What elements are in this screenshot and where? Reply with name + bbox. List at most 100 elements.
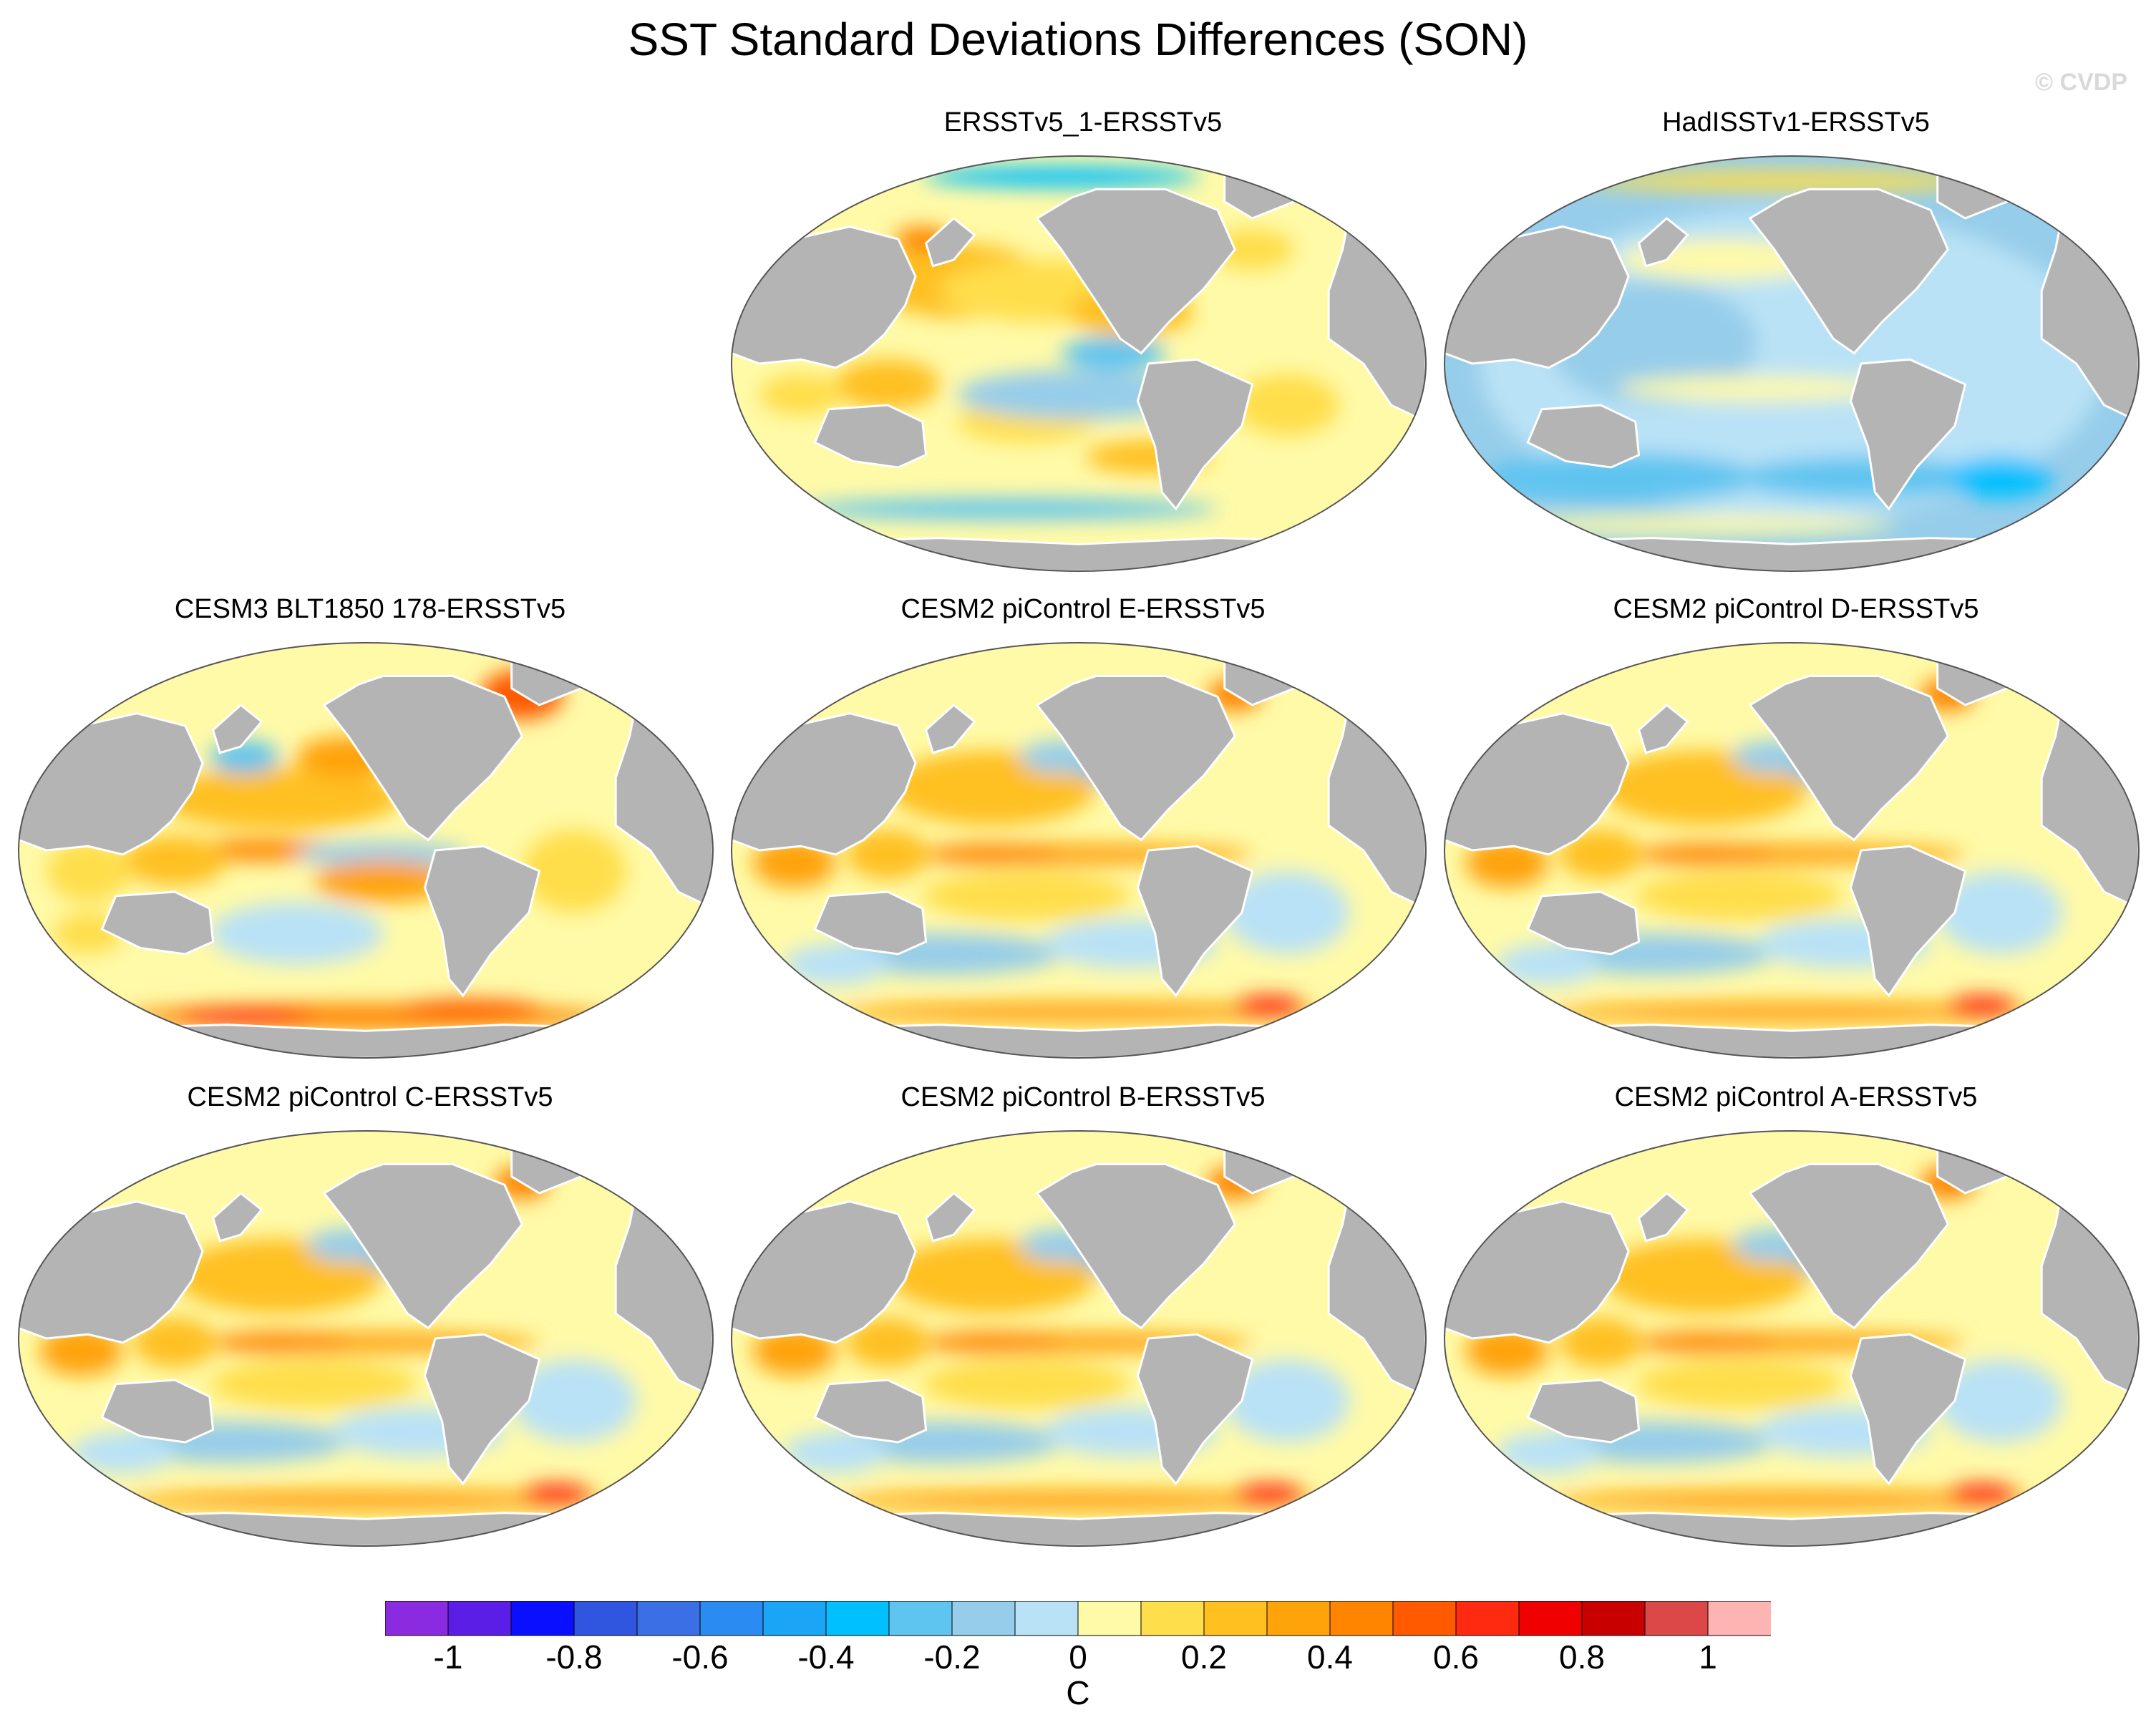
anomaly-region xyxy=(1635,1359,1844,1409)
land-mass xyxy=(1526,890,1641,956)
panel-title: CESM2 piControl C-ERSSTv5 xyxy=(187,1082,553,1112)
map-border xyxy=(731,1130,1427,1547)
colorbar-swatch xyxy=(1644,1601,1709,1636)
anomaly-region xyxy=(314,860,453,903)
map-border xyxy=(18,1130,714,1547)
anomaly-region xyxy=(175,1008,314,1025)
map-panel: CESM2 piControl C-ERSSTv5 xyxy=(16,1082,724,1569)
colorbar-swatch xyxy=(1077,1601,1142,1636)
anomaly-region xyxy=(1559,1318,1643,1368)
panel-title: CESM2 piControl E-ERSSTv5 xyxy=(900,594,1266,624)
land-mass xyxy=(100,1379,215,1444)
land-mass xyxy=(924,217,976,268)
anomaly-region xyxy=(296,842,470,868)
colorbar-swatch xyxy=(1518,1601,1583,1636)
anomaly-region xyxy=(133,1318,217,1368)
map-border xyxy=(18,642,714,1059)
anomaly-region xyxy=(209,1359,418,1409)
anomaly-region xyxy=(209,902,384,965)
anomaly-region xyxy=(1235,374,1339,437)
anomaly-region xyxy=(1635,844,1774,865)
anomaly-region xyxy=(1496,943,1601,986)
anomaly-region xyxy=(209,1332,349,1354)
land-mass xyxy=(1748,188,1949,355)
colorbar-swatch xyxy=(951,1601,1016,1636)
map-panel: CESM2 piControl B-ERSSTv5 xyxy=(729,1082,1437,1569)
colorbar-tick-label: -0.2 xyxy=(923,1638,981,1676)
anomaly-region xyxy=(783,1432,888,1474)
colorbar-swatch xyxy=(1329,1601,1394,1636)
colorbar-tick-label: -1 xyxy=(433,1638,463,1676)
colorbar-swatch xyxy=(1581,1601,1646,1636)
anomaly-region xyxy=(1235,1484,1305,1505)
land-mass xyxy=(1748,1162,1949,1330)
map-border xyxy=(1444,642,2140,1059)
colorbar-tick-label: 0.2 xyxy=(1181,1638,1227,1676)
anomaly-region xyxy=(1479,452,1757,503)
colorbar-tick-label: 0.6 xyxy=(1433,1638,1479,1676)
land-mass xyxy=(1035,1162,1236,1330)
anomaly-region xyxy=(1937,871,2063,954)
world-map xyxy=(731,1130,1427,1547)
anomaly-region xyxy=(835,359,940,409)
world-map xyxy=(18,642,714,1059)
land-mass xyxy=(813,1379,928,1444)
anomaly-region xyxy=(1948,996,2018,1016)
anomaly-region xyxy=(122,1490,609,1511)
anomaly-region xyxy=(1479,515,1896,536)
land-mass xyxy=(19,1200,204,1344)
colorbar-swatch xyxy=(573,1601,638,1636)
colorbar-tick-label: -0.6 xyxy=(671,1638,729,1676)
colorbar-tick-label: 0.4 xyxy=(1307,1638,1353,1676)
anomaly-region xyxy=(1224,871,1350,954)
world-map xyxy=(1444,155,2140,572)
anomaly-region xyxy=(801,498,1218,520)
colorbar-swatch xyxy=(1266,1601,1331,1636)
land-mass xyxy=(211,704,263,754)
colorbar-tick-label: -0.8 xyxy=(545,1638,603,1676)
anomaly-region xyxy=(835,1001,1322,1023)
map-border xyxy=(731,155,1427,572)
land-mass xyxy=(1444,1200,1630,1344)
colorbar-swatch xyxy=(1140,1601,1205,1636)
anomaly-region xyxy=(1559,830,1643,880)
anomaly-region xyxy=(1739,457,1983,499)
colorbar-tick-label: 0 xyxy=(1069,1638,1087,1676)
map-panel: CESM2 piControl A-ERSSTv5 xyxy=(1442,1082,2150,1569)
land-mass xyxy=(1637,217,1689,268)
land-mass xyxy=(1136,358,1254,511)
anomaly-region xyxy=(1235,996,1305,1016)
map-border xyxy=(731,642,1427,1059)
world-map xyxy=(18,1130,714,1547)
land-mass xyxy=(1136,845,1254,998)
anomaly-region xyxy=(922,871,1131,921)
colorbar-tick-label: 1 xyxy=(1699,1638,1717,1676)
land-mass xyxy=(423,845,541,998)
anomaly-region xyxy=(1583,170,2000,192)
anomaly-region xyxy=(1948,457,2052,499)
land-mass xyxy=(1035,188,1236,355)
land-mass xyxy=(1035,674,1236,842)
colorbar-swatch xyxy=(636,1601,701,1636)
land-mass xyxy=(924,704,976,754)
world-map xyxy=(731,155,1427,572)
land-mass xyxy=(1444,712,1630,856)
anomaly-region xyxy=(522,1484,592,1505)
anomaly-region xyxy=(522,830,626,913)
map-panel: CESM2 piControl D-ERSSTv5 xyxy=(1442,594,2150,1081)
land-mass xyxy=(1526,404,1641,469)
anomaly-region xyxy=(1937,1359,2063,1442)
map-panel: CESM2 piControl E-ERSSTv5 xyxy=(729,594,1437,1081)
anomaly-region xyxy=(846,1318,930,1368)
anomaly-region xyxy=(922,166,1200,188)
colorbar-swatch xyxy=(1392,1601,1457,1636)
anomaly-region xyxy=(835,1490,1322,1511)
land-mass xyxy=(1748,674,1949,842)
world-map xyxy=(1444,642,2140,1059)
colorbar-swatch xyxy=(888,1601,953,1636)
land-mass xyxy=(732,712,917,856)
panel-title: HadISSTv1-ERSSTv5 xyxy=(1662,107,1930,137)
land-mass xyxy=(100,890,215,956)
land-mass xyxy=(924,1192,976,1243)
land-mass xyxy=(732,225,917,369)
